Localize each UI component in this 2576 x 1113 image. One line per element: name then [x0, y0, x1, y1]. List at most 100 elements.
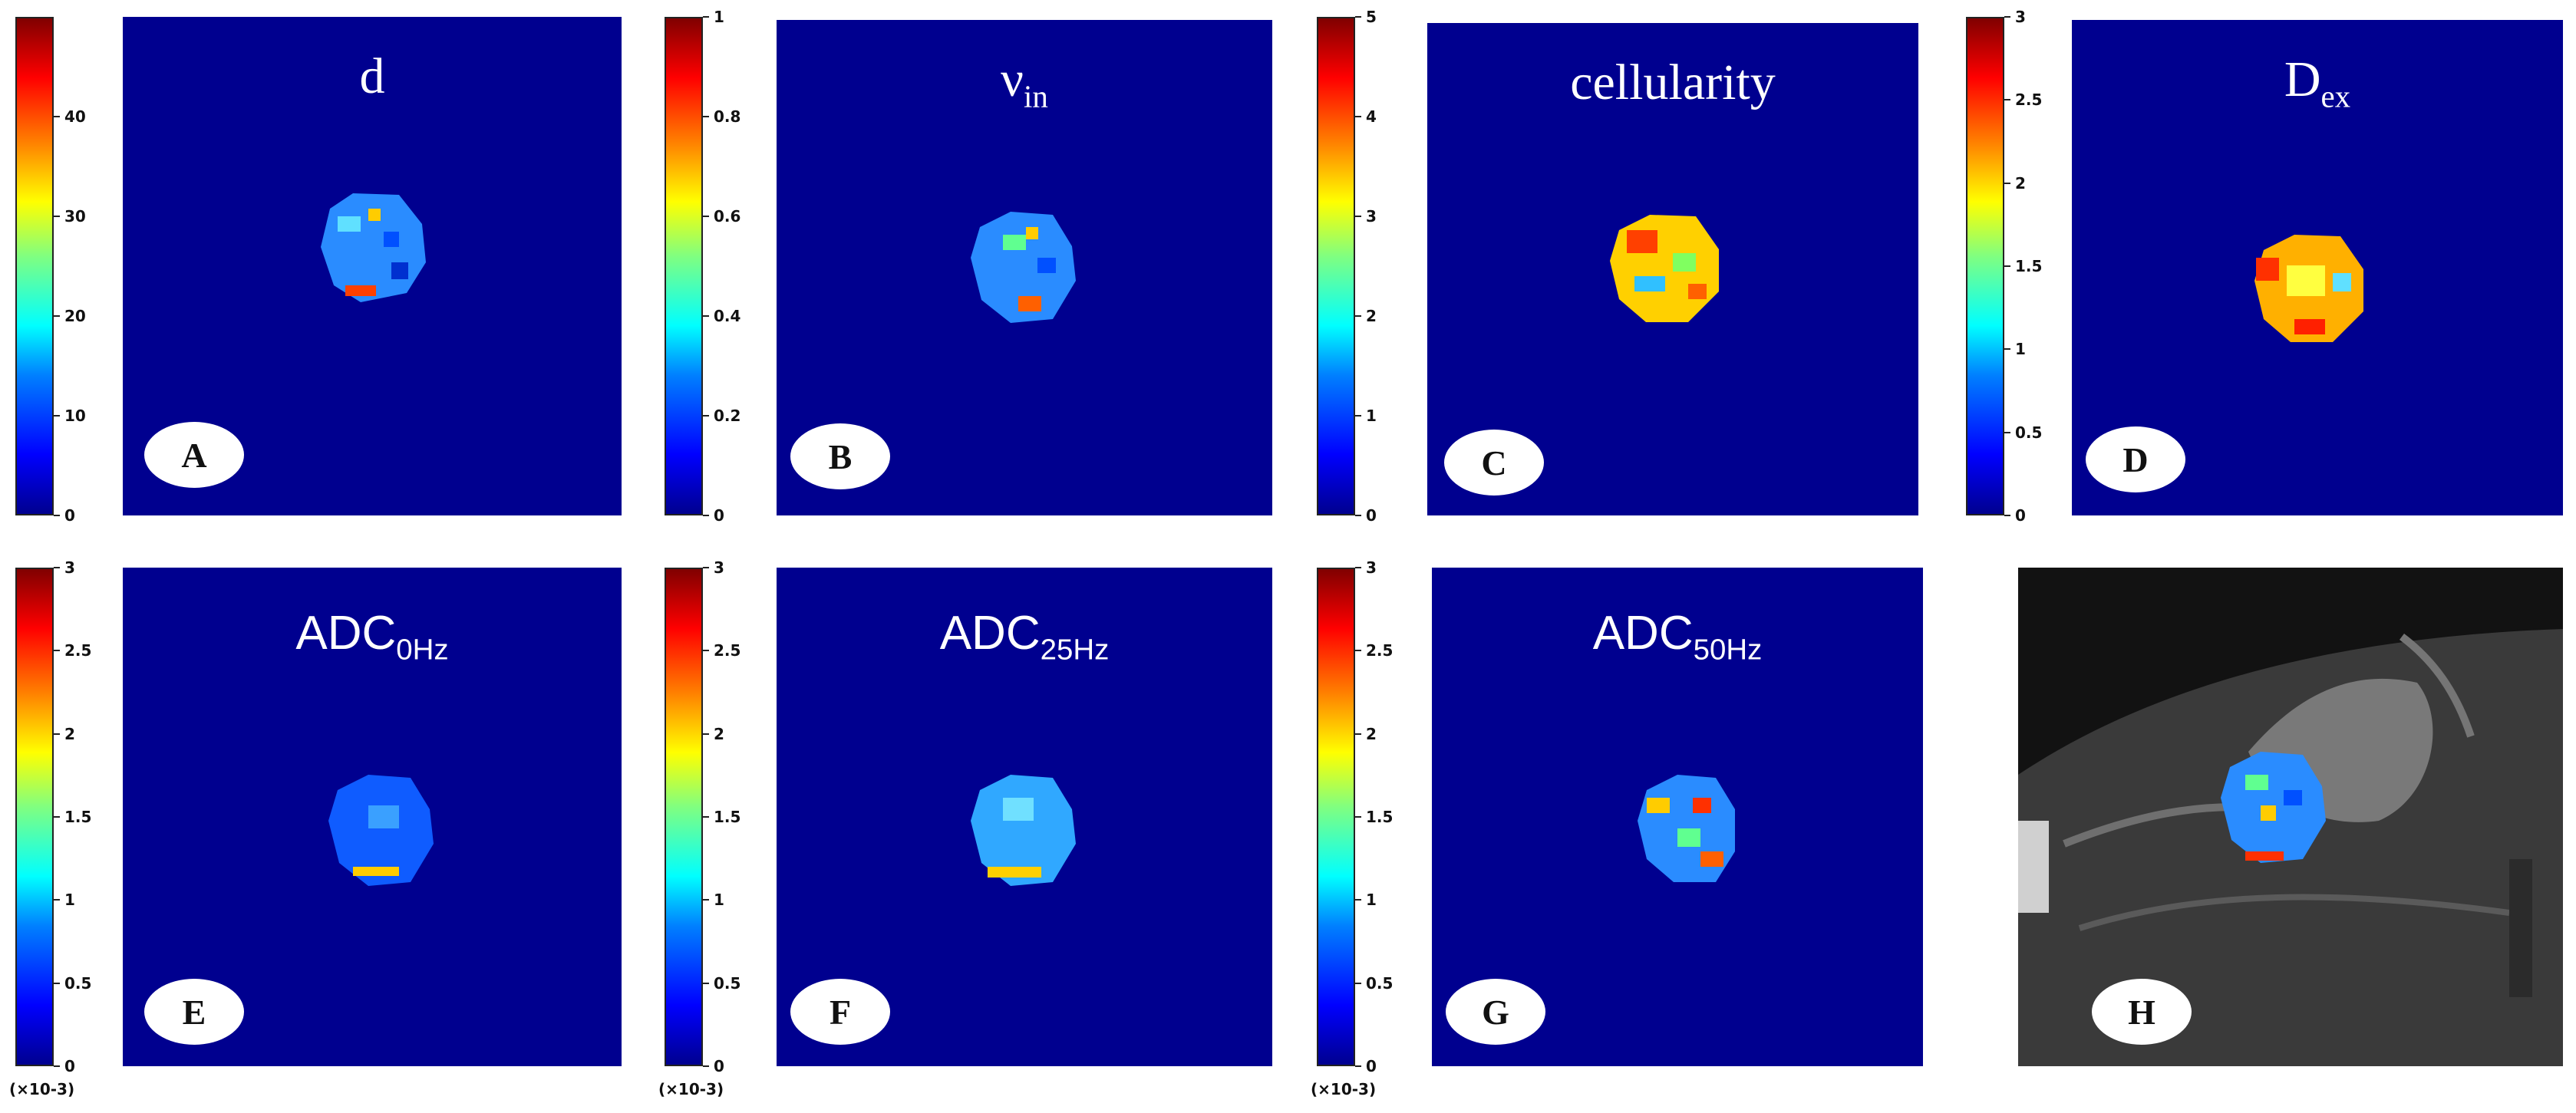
colorbar-tick [1355, 515, 1361, 516]
colorbar-tick [54, 816, 60, 818]
colorbar-tick-label: 2 [1366, 307, 1377, 325]
panel-a-title: d [359, 48, 385, 104]
colorbar-tick [703, 515, 709, 516]
colorbar-f: 0 0.5 1 1.5 2 2.5 3 (×10-3) [658, 558, 740, 1098]
panel-f-map: ADC25Hz F [777, 568, 1272, 1066]
panel-a-map: d A [123, 17, 622, 515]
colorbar-tick [54, 567, 60, 568]
colorbar-tick [703, 16, 709, 18]
tumor-region [2254, 235, 2363, 342]
colorbar-tick-label: 3 [2015, 8, 2026, 26]
colorbar-tick [2004, 265, 2010, 267]
colorbar-tick [54, 116, 60, 117]
panel-c-title: cellularity [1570, 54, 1776, 110]
colorbar-tick-label: 3 [1366, 558, 1377, 577]
tumor-region [321, 193, 426, 302]
colorbar-tick [2004, 182, 2010, 184]
panel-a-label: A [144, 422, 244, 488]
colorbar-tick-label: 0 [714, 1057, 724, 1075]
colorbar-tick [54, 515, 60, 516]
colorbar-tick-label: 2 [714, 724, 724, 743]
colorbar-tick-label: 0.2 [714, 407, 741, 425]
tumor-region [1610, 215, 1719, 322]
colorbar-tick-label: 2 [2015, 173, 2026, 193]
colorbar-tick-label: 0 [64, 506, 75, 525]
colorbar-tick [2004, 515, 2010, 516]
colorbar-tick-label: 4 [1366, 107, 1377, 126]
colorbar-tick [1355, 315, 1361, 317]
colorbar-tick-label: 0.5 [2015, 423, 2043, 442]
tumor-region [971, 212, 1076, 323]
colorbar-tick-label: 0 [64, 1057, 75, 1075]
colorbar-tick [54, 733, 60, 735]
panel-d-map: Dex D [2072, 20, 2563, 515]
colorbar-tick-label: 5 [1366, 8, 1377, 26]
colorbar-tick [54, 415, 60, 417]
panel-g-title: ADC50Hz [1592, 607, 1763, 667]
panel-e-label: E [144, 979, 244, 1045]
colorbar-tick [703, 567, 709, 568]
colorbar-tick [1355, 982, 1361, 984]
tumor-region [2221, 752, 2326, 863]
colorbar-tick [54, 216, 60, 217]
colorbar-tick [54, 899, 60, 901]
colorbar-tick [703, 733, 709, 735]
panel-f-label: F [790, 979, 890, 1045]
colorbar-tick-label: 0.5 [1366, 973, 1394, 993]
colorbar-tick [1355, 816, 1361, 818]
colorbar-tick-label: 0.5 [64, 973, 92, 993]
colorbar-tick [1355, 116, 1361, 117]
colorbar-tick-label: 3 [714, 558, 724, 577]
panel-g-label: G [1446, 979, 1545, 1045]
colorbar-tick-label: 1.5 [64, 808, 92, 826]
colorbar-tick [1355, 899, 1361, 901]
panel-e-map: ADC0Hz E [123, 568, 622, 1066]
panel-b-title: νin [1001, 51, 1048, 114]
colorbar-tick-label: 40 [64, 107, 86, 126]
panel-h-label: H [2092, 979, 2192, 1045]
colorbar-d: 0 0.5 1 1.5 2 2.5 3 [1966, 8, 2042, 525]
colorbar-unit: (×10-3) [658, 1080, 724, 1098]
colorbar-tick [703, 415, 709, 417]
colorbar-tick-label: 0.4 [714, 307, 741, 325]
colorbar-tick [703, 116, 709, 117]
tumor-region [1638, 775, 1735, 882]
colorbar-c: 0 1 2 3 4 5 [1317, 8, 1377, 525]
colorbar-e: 0 0.5 1 1.5 2 2.5 3 (×10-3) [9, 558, 91, 1098]
colorbar-tick-label: 0 [714, 506, 724, 525]
colorbar-tick-label: 1 [2015, 340, 2026, 359]
colorbar-tick [703, 1065, 709, 1067]
panel-c-label: C [1444, 430, 1544, 496]
colorbar-tick [1355, 567, 1361, 568]
colorbar-tick-label: 1 [1366, 407, 1377, 425]
colorbar-tick-label: 0.5 [714, 973, 741, 993]
colorbar-tick-label: 1 [714, 891, 724, 910]
colorbar-tick [1355, 16, 1361, 18]
colorbar-unit: (×10-3) [9, 1080, 75, 1098]
colorbar-tick [1355, 650, 1361, 652]
colorbar-tick-label: 0 [1366, 1057, 1377, 1075]
colorbar-tick [1355, 415, 1361, 417]
colorbar-tick-label: 2 [1366, 724, 1377, 743]
colorbar-tick-label: 2.5 [714, 641, 741, 660]
colorbar-tick-label: 3 [1366, 207, 1377, 226]
panel-f-title: ADC25Hz [939, 607, 1110, 667]
colorbar-tick-label: 0.6 [714, 207, 741, 226]
colorbar-tick-label: 2.5 [64, 641, 92, 660]
colorbar-tick [2004, 348, 2010, 351]
colorbar-tick [703, 816, 709, 818]
colorbar-b: 0 0.2 0.4 0.6 0.8 1 [665, 8, 740, 525]
panel-e-title: ADC0Hz [295, 607, 449, 667]
colorbar-tick [703, 899, 709, 901]
colorbar-tick [703, 315, 709, 317]
tumor-region [971, 775, 1076, 886]
colorbar-tick-label: 1 [1366, 891, 1377, 910]
colorbar-tick [1355, 1065, 1361, 1067]
colorbar-tick [54, 1065, 60, 1067]
panel-c-map: cellularity C [1427, 23, 1918, 515]
colorbar-unit: (×10-3) [1311, 1080, 1377, 1098]
colorbar-tick-label: 2 [64, 724, 75, 743]
colorbar-tick-label: 30 [64, 207, 86, 226]
colorbar-tick [703, 216, 709, 217]
tumor-region [328, 775, 434, 886]
